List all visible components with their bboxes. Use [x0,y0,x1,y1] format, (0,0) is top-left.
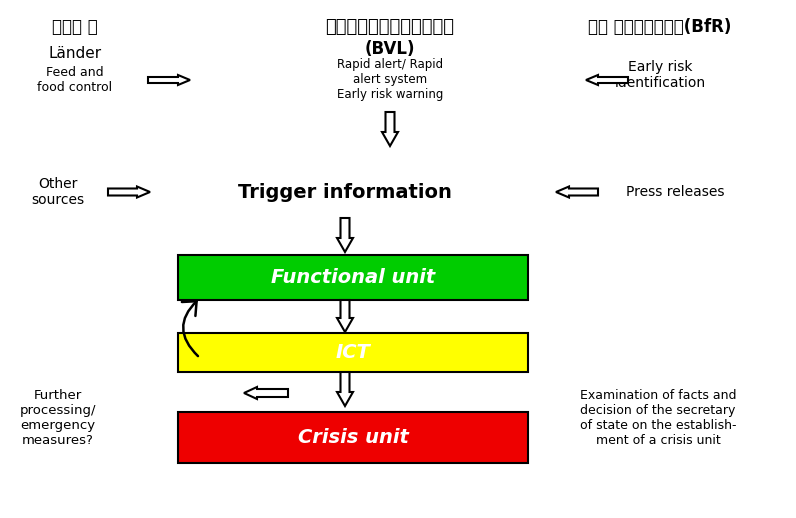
Polygon shape [382,112,398,146]
Polygon shape [337,372,353,406]
Polygon shape [556,186,598,197]
Polygon shape [148,75,190,85]
Text: Feed and
food control: Feed and food control [37,66,112,94]
Text: Other
sources: Other sources [31,177,84,207]
Text: 연방소비자보호식품안전청: 연방소비자보호식품안전청 [326,18,455,36]
FancyBboxPatch shape [178,255,528,300]
Text: Examination of facts and
decision of the secretary
of state on the establish-
me: Examination of facts and decision of the… [579,389,736,447]
FancyBboxPatch shape [178,412,528,463]
Text: Länder: Länder [49,46,102,61]
Polygon shape [337,300,353,332]
Polygon shape [586,75,628,85]
Text: Functional unit: Functional unit [271,268,435,287]
Text: 독일 연방위해평가원(BfR): 독일 연방위해평가원(BfR) [588,18,732,36]
Polygon shape [108,186,150,197]
Text: 독일의 주: 독일의 주 [52,18,98,36]
Polygon shape [337,218,353,252]
Text: (BVL): (BVL) [365,40,416,58]
Text: Early risk
identification: Early risk identification [615,60,705,90]
FancyArrowPatch shape [181,301,198,356]
Text: Further
processing/
emergency
measures?: Further processing/ emergency measures? [20,389,96,447]
Text: Trigger information: Trigger information [238,182,452,202]
Text: Press releases: Press releases [626,185,724,199]
Polygon shape [244,387,288,399]
Text: Crisis unit: Crisis unit [298,428,408,447]
Text: ICT: ICT [336,343,370,362]
Text: Rapid alert/ Rapid
alert system
Early risk warning: Rapid alert/ Rapid alert system Early ri… [337,58,443,101]
FancyBboxPatch shape [178,333,528,372]
